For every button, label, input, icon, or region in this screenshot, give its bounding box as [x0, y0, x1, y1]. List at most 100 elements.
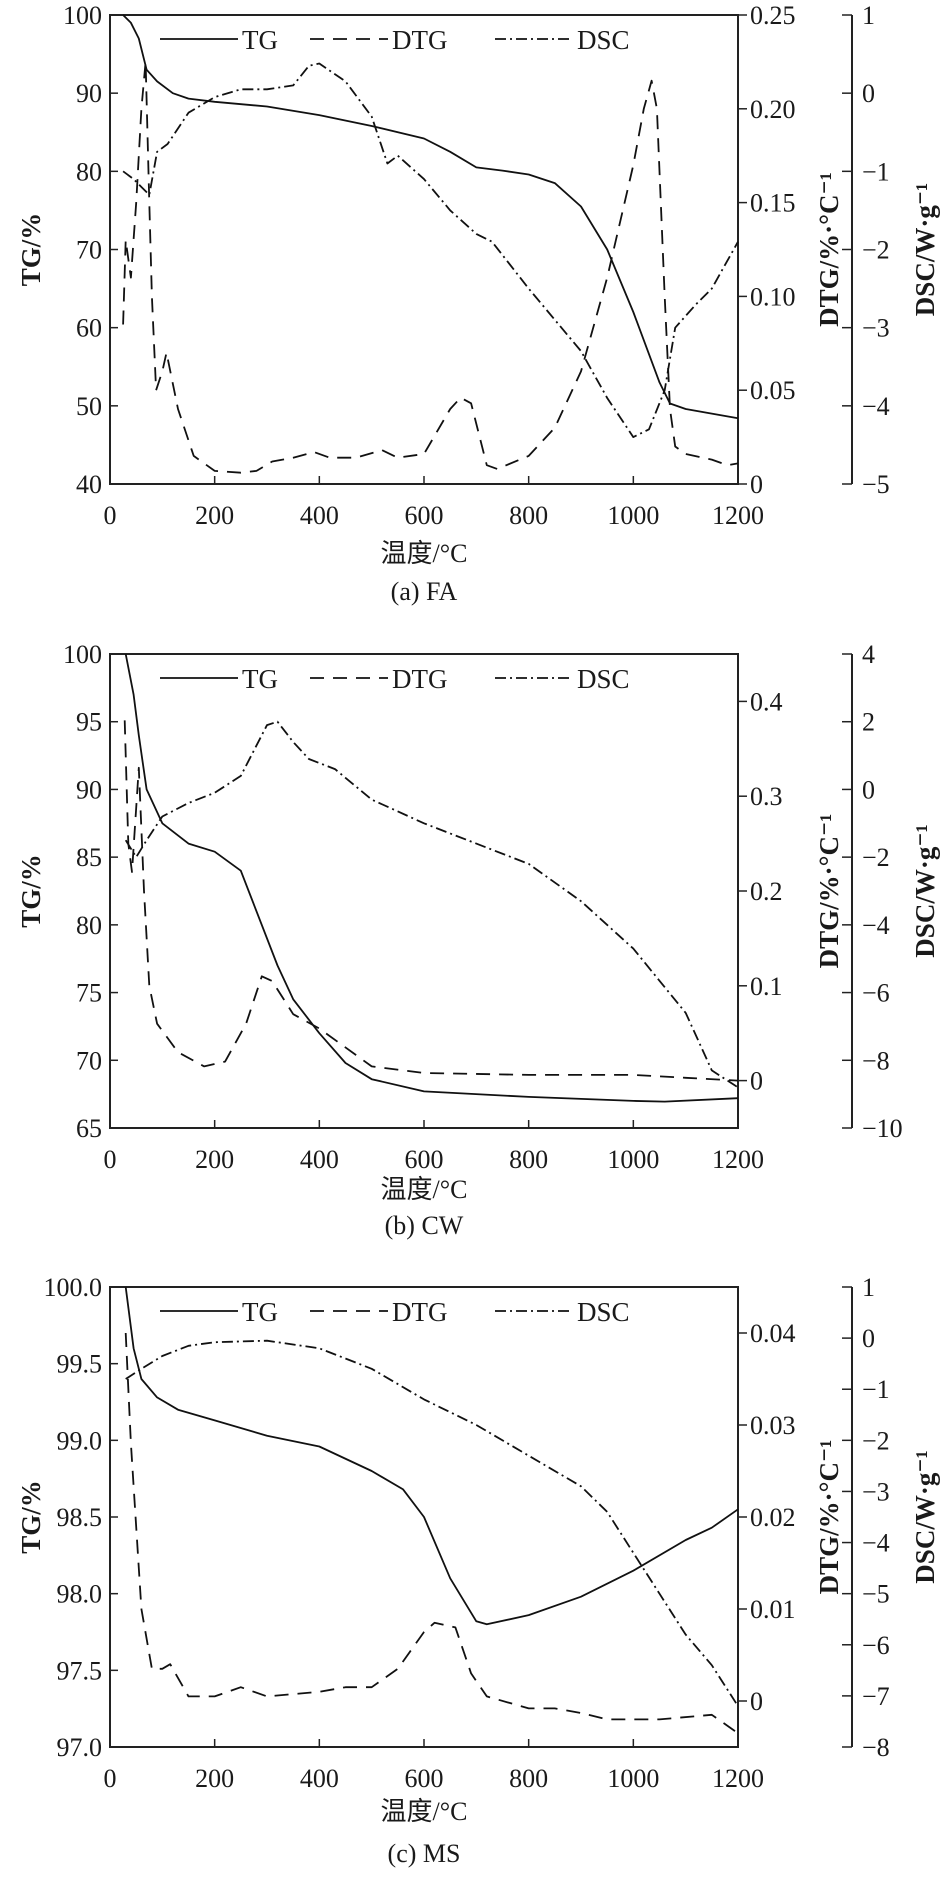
dsc-tick-label: −5: [862, 1580, 890, 1609]
dsc-tick-label: −3: [862, 314, 890, 343]
tg-tick-label: 97.0: [57, 1733, 103, 1762]
legend-label-dtg: DTG: [392, 1297, 448, 1327]
dsc-axis-title: DSC/W·g⁻¹: [910, 1450, 940, 1583]
dtg-tick-label: 0.3: [750, 782, 783, 811]
panel-caption: (c) MS: [388, 1839, 461, 1868]
x-tick-label: 400: [300, 501, 339, 530]
dsc-tick-label: −5: [862, 470, 890, 499]
dtg-tick-label: 0.15: [750, 189, 796, 218]
dsc-axis-title: DSC/W·g⁻¹: [910, 183, 940, 316]
legend-label-tg: TG: [242, 664, 278, 694]
dtg-tick-label: 0.03: [750, 1411, 796, 1440]
tg-tick-label: 100: [63, 1, 102, 30]
x-tick-label: 600: [405, 1764, 444, 1793]
dtg-tick-label: 0.04: [750, 1319, 796, 1348]
x-tick-label: 200: [195, 1145, 234, 1174]
x-tick-label: 200: [195, 1764, 234, 1793]
legend-label-dtg: DTG: [392, 664, 448, 694]
x-tick-label: 0: [104, 1764, 117, 1793]
tg-tick-label: 100: [63, 640, 102, 669]
x-tick-label: 600: [405, 1145, 444, 1174]
tg-tick-label: 90: [76, 79, 102, 108]
x-axis-title: 温度/°C: [381, 539, 468, 568]
x-tick-label: 1200: [712, 1145, 764, 1174]
tg-tick-label: 97.5: [57, 1656, 103, 1685]
dtg-axis-title: DTG/%·°C⁻¹: [814, 1440, 844, 1595]
dsc-tick-label: −2: [862, 843, 890, 872]
dtg-tick-label: 0.1: [750, 972, 783, 1001]
legend-label-tg: TG: [242, 25, 278, 55]
tg-tick-label: 75: [76, 979, 102, 1008]
series-dtg-line: [123, 720, 739, 1082]
x-tick-label: 400: [300, 1145, 339, 1174]
dtg-tick-label: 0.25: [750, 1, 796, 30]
tg-tick-label: 40: [76, 470, 102, 499]
tg-tick-label: 98.5: [57, 1503, 103, 1532]
legend-label-dsc: DSC: [577, 1297, 630, 1327]
x-tick-label: 800: [509, 501, 548, 530]
tg-axis-title: TG/%: [16, 1480, 46, 1554]
dtg-tick-label: 0.10: [750, 282, 796, 311]
dtg-tick-label: 0: [750, 1687, 763, 1716]
dtg-tick-label: 0: [750, 1067, 763, 1096]
legend-label-dsc: DSC: [577, 664, 630, 694]
dsc-tick-label: −4: [862, 392, 890, 421]
legend-label-tg: TG: [242, 1297, 278, 1327]
dsc-tick-label: 1: [862, 1, 875, 30]
x-tick-label: 1000: [607, 1145, 659, 1174]
x-tick-label: 1200: [712, 501, 764, 530]
dsc-tick-label: −1: [862, 157, 890, 186]
series-tg-line: [124, 653, 739, 1103]
dsc-axis-title: DSC/W·g⁻¹: [910, 824, 940, 957]
dsc-tick-label: −4: [862, 1529, 890, 1558]
x-tick-label: 400: [300, 1764, 339, 1793]
tg-tick-label: 65: [76, 1114, 102, 1143]
dsc-tick-label: −3: [862, 1477, 890, 1506]
dsc-tick-label: −2: [862, 1426, 890, 1455]
dtg-tick-label: 0.2: [750, 877, 783, 906]
tg-tick-label: 85: [76, 843, 102, 872]
x-axis-title: 温度/°C: [381, 1797, 468, 1826]
plot-frame: [109, 14, 739, 485]
dsc-tick-label: 1: [862, 1273, 875, 1302]
panel-cms: 0 200 400 600 800 1000 1200 97.0 97.5 98.0 98.5 99.…: [16, 1273, 940, 1868]
series-dtg-line: [122, 61, 739, 474]
dsc-tick-label: −2: [862, 236, 890, 265]
tg-tick-label: 99.5: [57, 1350, 103, 1379]
tg-axis-title: TG/%: [16, 213, 46, 287]
dtg-tick-label: 0.02: [750, 1503, 796, 1532]
tg-tick-label: 100.0: [44, 1273, 103, 1302]
dsc-tick-label: 4: [862, 640, 875, 669]
series-tg-line: [124, 1286, 739, 1626]
dsc-tick-label: 0: [862, 775, 875, 804]
tg-tick-label: 98.0: [57, 1580, 103, 1609]
x-axis-title: 温度/°C: [381, 1175, 468, 1204]
dsc-tick-label: 2: [862, 708, 875, 737]
dsc-tick-label: −8: [862, 1733, 890, 1762]
series-dtg-line: [124, 1332, 739, 1734]
dsc-tick-label: 0: [862, 1324, 875, 1353]
tg-tick-label: 90: [76, 775, 102, 804]
dtg-tick-label: 0.01: [750, 1595, 796, 1624]
x-tick-label: 200: [195, 501, 234, 530]
x-tick-label: 0: [104, 1145, 117, 1174]
dtg-tick-label: 0.05: [750, 376, 796, 405]
x-tick-label: 0: [104, 501, 117, 530]
series-dsc-line: [124, 720, 739, 1089]
panel-caption: (a) FA: [391, 577, 458, 606]
dsc-tick-label: −10: [862, 1114, 903, 1143]
x-tick-label: 1000: [607, 1764, 659, 1793]
legend-label-dsc: DSC: [577, 25, 630, 55]
legend-label-dtg: DTG: [392, 25, 448, 55]
tg-tick-label: 70: [76, 1046, 102, 1075]
panel-afa: 0 200 400 600 800 1000 120040506070809010000.0…: [16, 1, 940, 606]
dsc-tick-label: −4: [862, 911, 890, 940]
series-dsc-line: [122, 62, 739, 438]
dsc-tick-label: 0: [862, 79, 875, 108]
dtg-axis-title: DTG/%·°C⁻¹: [814, 172, 844, 327]
x-tick-label: 1200: [712, 1764, 764, 1793]
x-tick-label: 1000: [607, 501, 659, 530]
dtg-tick-label: 0: [750, 470, 763, 499]
